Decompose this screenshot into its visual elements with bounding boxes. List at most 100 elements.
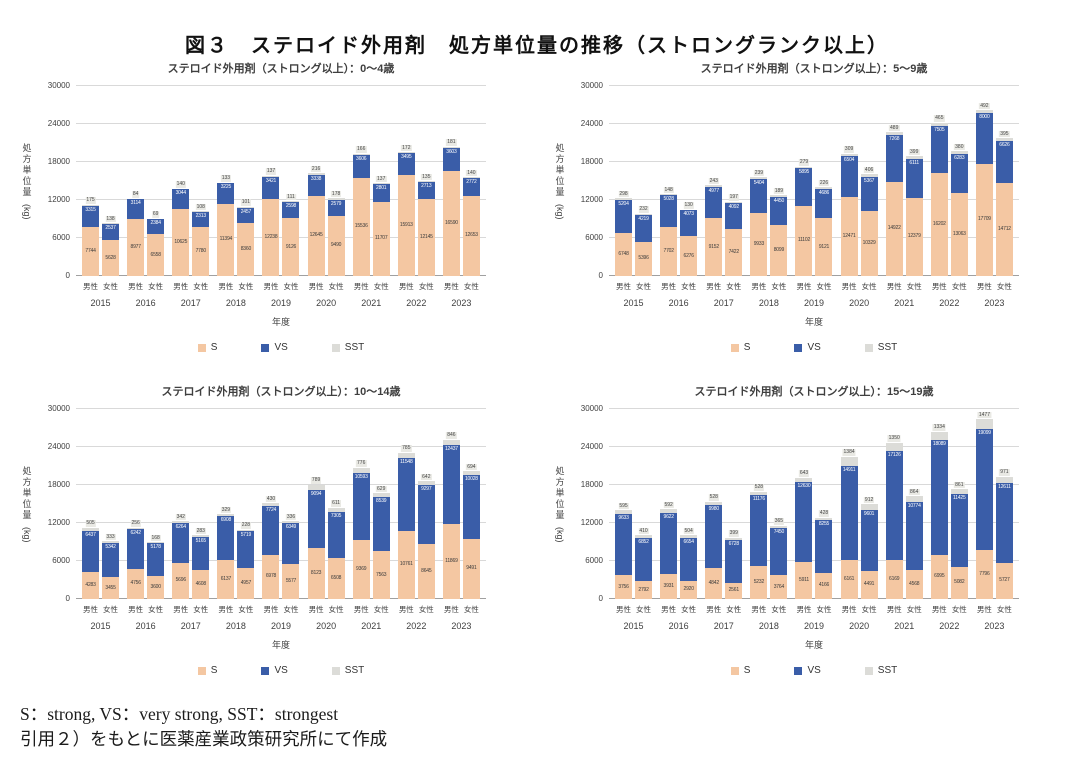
bar-value-label: 9491 — [466, 565, 477, 572]
bar-value-label: 10625 — [174, 238, 188, 245]
segment-sst — [417, 181, 435, 182]
sex-label: 男性 — [976, 282, 992, 291]
bar-male-2023: 16590 3603 181 — [442, 139, 460, 276]
bar-female-2019: 9126 2598 111 — [282, 193, 300, 276]
bar-stack: 2792 6852 — [635, 535, 653, 599]
legend-item-vs: VS — [794, 342, 821, 353]
x-group-2022: 男性 女性 2022 — [927, 276, 972, 308]
sex-label: 女性 — [636, 605, 652, 614]
bar-value-label: 12611 — [998, 483, 1011, 490]
sex-labels: 男性 女性 — [656, 604, 701, 615]
bar-stack: 15913 3495 — [397, 152, 415, 276]
sst-value-label: 166 — [356, 146, 367, 153]
segment-sst — [217, 182, 235, 184]
segment-sst — [417, 481, 435, 486]
segment-s: 7422 — [725, 229, 743, 276]
legend-item-vs: VS — [261, 665, 288, 676]
segment-vs: 10593 — [352, 472, 370, 540]
y-axis-title-text: 処方単位量 — [21, 465, 32, 521]
bar-value-label: 4283 — [85, 581, 96, 588]
year-group-2022: 15913 3495 172 12145 2713 135 — [394, 86, 439, 276]
bar-male-2016: 3931 9622 592 — [660, 501, 678, 599]
y-axis-title: 処方単位量 (kg) — [16, 409, 38, 599]
bar-stack: 5577 6349 — [282, 521, 300, 599]
sst-value-label: 592 — [663, 501, 674, 509]
chart-age-0-4: ステロイド外用剤（ストロング以上）：0～4歳 処方単位量 (kg) 0 6000 1… — [16, 60, 521, 353]
segment-sst — [750, 177, 768, 179]
segment-vs: 6908 — [217, 516, 235, 561]
bar-stack: 6137 6908 — [217, 514, 235, 599]
year-label: 2019 — [803, 298, 824, 308]
bar-value-label: 7268 — [889, 136, 900, 143]
bar-stack: 10329 5367 — [860, 174, 878, 276]
bar-male-2020: 12645 3338 216 — [307, 165, 325, 276]
sex-labels: 男性 女性 — [927, 604, 972, 615]
bar-value-label: 3225 — [220, 184, 232, 191]
bar-value-label: 3756 — [618, 583, 629, 590]
sex-label: 男性 — [706, 605, 722, 614]
x-group-2020: 男性 女性 2020 — [304, 276, 349, 308]
sex-label: 女性 — [283, 282, 299, 291]
bar-female-2021: 7563 8539 629 — [372, 485, 390, 599]
legend-item-s: S — [730, 342, 750, 353]
segment-sst — [262, 503, 280, 506]
sex-labels: 男性 女性 — [258, 604, 303, 615]
x-group-2018: 男性 女性 2018 — [746, 276, 791, 308]
segment-sst — [462, 177, 480, 179]
year-label: 2017 — [180, 298, 201, 308]
bar-value-label: 2801 — [376, 185, 387, 192]
segment-vs: 3114 — [127, 199, 145, 220]
legend-swatch — [331, 666, 340, 675]
x-group-2017: 男性 女性 2017 — [701, 599, 746, 631]
bar-value-label: 5367 — [863, 177, 875, 184]
segment-sst — [327, 507, 345, 512]
legend-item-sst: SST — [864, 665, 897, 676]
bar-value-label: 9094 — [310, 490, 322, 497]
bar-value-label: 3114 — [130, 200, 141, 207]
sex-label: 男性 — [218, 605, 234, 614]
sst-value-label: 298 — [618, 190, 629, 198]
bar-female-2021: 11707 2801 137 — [372, 175, 390, 276]
legend-item-s: S — [730, 665, 750, 676]
segment-s: 9490 — [327, 215, 345, 276]
bar-value-label: 2713 — [421, 182, 432, 189]
bar-groups: 7744 3315 175 5628 2537 138 8977 3114 84 6558 2384… — [76, 86, 486, 276]
sex-labels: 男性 女性 — [168, 604, 213, 615]
sst-value-label: 504 — [683, 527, 694, 535]
year-group-2018: 6137 6908 329 4957 5719 228 — [213, 409, 258, 599]
segment-s: 5082 — [950, 566, 968, 599]
sst-value-label: 694 — [466, 463, 477, 470]
sex-label: 男性 — [796, 282, 812, 291]
bar-value-label: 4957 — [240, 579, 252, 586]
segment-vs: 8000 — [975, 113, 993, 164]
bar-stack: 7702 5028 — [660, 194, 678, 276]
bar-stack: 5396 4219 — [635, 213, 653, 276]
x-group-2021: 男性 女性 2021 — [349, 599, 394, 631]
bar-value-label: 4977 — [708, 187, 720, 194]
sex-labels: 男性 女性 — [746, 281, 791, 292]
x-group-2022: 男性 女性 2022 — [394, 276, 439, 308]
x-group-2020: 男性 女性 2020 — [304, 599, 349, 631]
year-group-2020: 8123 9094 789 6508 7305 611 — [304, 409, 349, 599]
segment-vs: 17126 — [885, 451, 903, 560]
sst-value-label: 505 — [85, 520, 96, 527]
bar-stack: 5628 2537 — [102, 223, 120, 276]
sst-value-label: 430 — [265, 495, 277, 503]
sst-value-label: 333 — [105, 533, 116, 541]
bar-value-label: 6161 — [843, 575, 855, 582]
y-axis-title: 処方単位量 (kg) — [16, 86, 38, 276]
segment-s: 9126 — [282, 218, 300, 276]
x-axis-title: 年度 — [804, 640, 823, 650]
segment-s: 10625 — [172, 208, 190, 276]
bar-stack: 5727 12611 — [995, 476, 1013, 599]
bar-value-label: 12645 — [309, 232, 323, 239]
year-group-2018: 9933 5404 239 8099 4450 189 — [746, 86, 791, 276]
year-label: 2017 — [713, 621, 734, 631]
segment-vs: 9633 — [615, 514, 633, 576]
year-group-2021: 6169 17126 1350 4568 10774 864 — [882, 409, 927, 599]
segment-s: 3455 — [102, 577, 120, 599]
bar-value-label: 2920 — [683, 586, 694, 593]
segment-s: 6276 — [680, 236, 698, 276]
year-label: 2020 — [316, 621, 337, 631]
bar-value-label: 9297 — [421, 486, 432, 493]
